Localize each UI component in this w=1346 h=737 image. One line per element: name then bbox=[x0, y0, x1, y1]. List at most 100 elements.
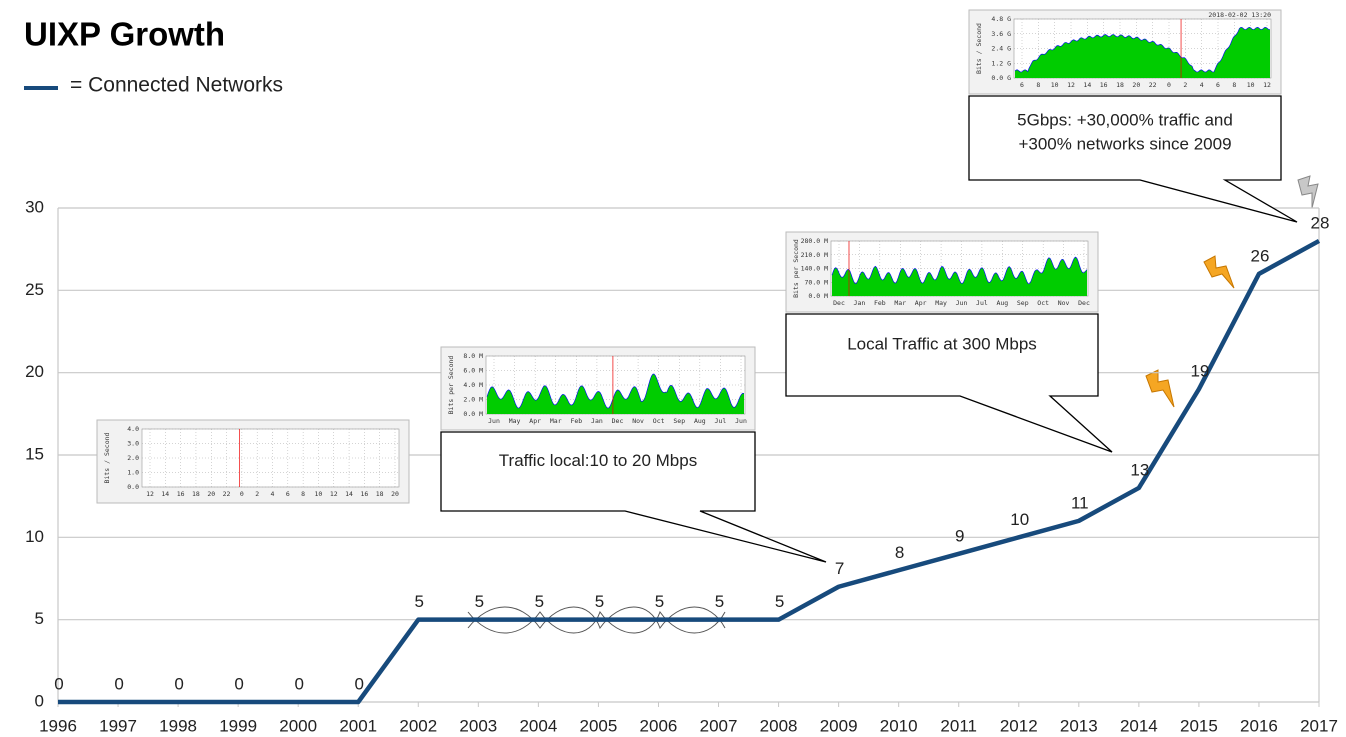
inset-x-label: 16 bbox=[1100, 81, 1108, 89]
inset-x-label: 20 bbox=[391, 490, 399, 498]
bolt-icon bbox=[1145, 369, 1175, 408]
inset-x-label: Jan bbox=[854, 299, 866, 307]
callout-text: 5Gbps: +30,000% traffic and bbox=[1017, 110, 1233, 129]
data-label: 0 bbox=[114, 674, 123, 693]
data-label: 7 bbox=[835, 559, 844, 578]
inset-x-label: 8 bbox=[1036, 81, 1040, 89]
inset-axis-label: Bits per Second bbox=[792, 239, 800, 298]
inset-x-label: Nov bbox=[632, 417, 644, 425]
inset-x-label: 2 bbox=[255, 490, 259, 498]
data-label: 26 bbox=[1250, 246, 1269, 265]
wave-decoration bbox=[467, 606, 726, 630]
inset-x-label: 10 bbox=[1247, 81, 1255, 89]
x-tick-label: 2012 bbox=[1000, 716, 1038, 735]
x-tick-label: 2001 bbox=[339, 716, 377, 735]
inset-axis-label: Bits / Second bbox=[975, 23, 983, 74]
inset-y-label: 140.0 M bbox=[801, 265, 828, 273]
x-tick-label: 2009 bbox=[820, 716, 858, 735]
inset-y-label: 1.2 G bbox=[991, 59, 1011, 67]
x-tick-label: 1999 bbox=[219, 716, 257, 735]
inset-y-label: 70.0 M bbox=[805, 278, 829, 286]
y-tick-label: 5 bbox=[35, 609, 44, 628]
data-label: 5 bbox=[535, 592, 544, 611]
x-tick-label: 2007 bbox=[700, 716, 738, 735]
data-label: 5 bbox=[775, 592, 784, 611]
data-label: 11 bbox=[1071, 493, 1089, 512]
inset-y-label: 0.0 G bbox=[991, 74, 1011, 82]
inset-x-label: 12 bbox=[1263, 81, 1271, 89]
inset-x-label: 22 bbox=[223, 490, 231, 498]
inset-y-label: 3.6 G bbox=[991, 30, 1011, 38]
data-label: 5 bbox=[655, 592, 664, 611]
inset-timestamp: 2018-02-02 13:20 bbox=[1208, 11, 1271, 19]
inset-y-label: 8.0 M bbox=[463, 352, 483, 360]
x-tick-label: 2002 bbox=[399, 716, 437, 735]
inset-x-label: Aug bbox=[996, 299, 1008, 307]
inset-x-label: Feb bbox=[570, 417, 582, 425]
inset-x-label: Apr bbox=[915, 299, 927, 307]
callout-text: Local Traffic at 300 Mbps bbox=[847, 334, 1037, 353]
inset-x-label: 12 bbox=[146, 490, 154, 498]
inset-x-label: 0 bbox=[240, 490, 244, 498]
data-label: 0 bbox=[174, 674, 183, 693]
inset-x-label: Dec bbox=[833, 299, 845, 307]
x-tick-label: 1998 bbox=[159, 716, 197, 735]
inset-x-label: 12 bbox=[1067, 81, 1075, 89]
inset-x-label: 6 bbox=[1216, 81, 1220, 89]
x-tick-label: 1997 bbox=[99, 716, 137, 735]
callout-text: +300% networks since 2009 bbox=[1018, 134, 1231, 153]
x-tick-label: 2011 bbox=[940, 716, 977, 735]
inset-y-label: 1.0 bbox=[127, 469, 139, 477]
inset-x-label: 18 bbox=[192, 490, 200, 498]
inset-y-label: 6.0 M bbox=[463, 367, 483, 375]
data-label: 5 bbox=[595, 592, 604, 611]
x-tick-label: 2015 bbox=[1180, 716, 1218, 735]
inset-y-label: 2.0 bbox=[127, 454, 139, 462]
inset-x-label: Jun bbox=[956, 299, 968, 307]
inset-x-label: 14 bbox=[345, 490, 353, 498]
x-tick-label: 2003 bbox=[459, 716, 497, 735]
inset-x-label: Dec bbox=[612, 417, 624, 425]
inset-x-label: 12 bbox=[330, 490, 338, 498]
bolt-icon bbox=[1297, 175, 1319, 209]
inset-y-label: 4.0 bbox=[127, 425, 139, 433]
x-tick-label: 2004 bbox=[519, 716, 557, 735]
inset-x-label: May bbox=[509, 417, 521, 425]
inset-x-label: 14 bbox=[161, 490, 169, 498]
data-label: 0 bbox=[294, 674, 303, 693]
inset-x-label: 16 bbox=[360, 490, 368, 498]
inset-x-label: 4 bbox=[1200, 81, 1204, 89]
inset-x-label: Jul bbox=[976, 299, 988, 307]
inset-y-label: 0.0 bbox=[127, 483, 139, 491]
y-tick-label: 25 bbox=[25, 280, 44, 299]
inset-x-label: 10 bbox=[315, 490, 323, 498]
inset-x-label: 6 bbox=[286, 490, 290, 498]
inset-x-label: 0 bbox=[1167, 81, 1171, 89]
data-label: 5 bbox=[415, 592, 424, 611]
inset-x-label: Apr bbox=[529, 417, 541, 425]
legend-label: = Connected Networks bbox=[70, 74, 283, 97]
inset-line bbox=[1014, 26, 1270, 73]
y-tick-label: 10 bbox=[25, 527, 44, 546]
callout-box bbox=[440, 431, 827, 563]
y-tick-label: 0 bbox=[35, 691, 44, 710]
y-tick-label: 30 bbox=[25, 197, 44, 216]
inset-x-label: 22 bbox=[1149, 81, 1157, 89]
inset-x-label: Nov bbox=[1058, 299, 1070, 307]
inset-x-label: Jun bbox=[488, 417, 500, 425]
inset-area bbox=[832, 257, 1087, 296]
inset-graph: 4.0 3.0 2.0 1.0 0.0 12 14 16 18 20 22 0 2 4 6 8 10 12 14 16… bbox=[96, 419, 410, 504]
inset-x-label: Sep bbox=[1017, 299, 1029, 307]
inset-axis-label: Bits per Second bbox=[447, 356, 455, 415]
x-tick-label: 2008 bbox=[760, 716, 798, 735]
inset-x-label: Dec bbox=[1078, 299, 1090, 307]
inset-x-label: Jul bbox=[715, 417, 727, 425]
inset-x-label: 18 bbox=[376, 490, 384, 498]
inset-x-label: 2 bbox=[1183, 81, 1187, 89]
y-tick-label: 20 bbox=[25, 362, 44, 381]
data-label: 0 bbox=[234, 674, 243, 693]
data-label: 5 bbox=[715, 592, 724, 611]
inset-x-label: Feb bbox=[874, 299, 886, 307]
inset-y-label: 3.0 bbox=[127, 440, 139, 448]
